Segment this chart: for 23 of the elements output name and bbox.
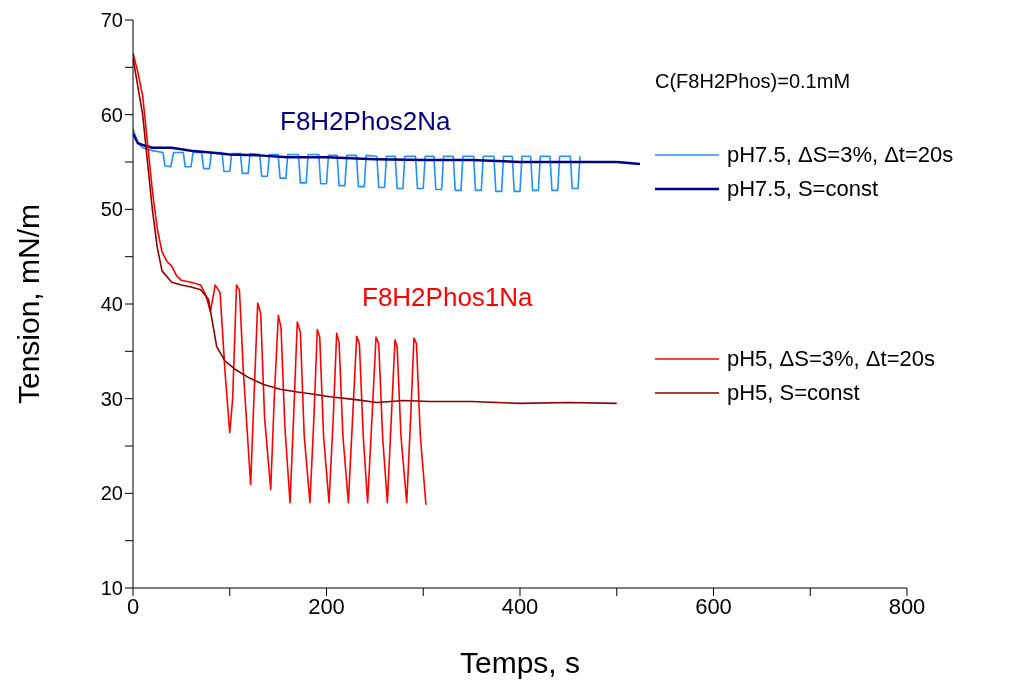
y-axis-title: Tension, mN/m [11,203,45,405]
legend-label: pH7.5, ΔS=3%, Δt=20s [727,142,954,168]
x-tick-label: 200 [308,593,345,619]
y-tick-label: 30 [100,387,123,410]
y-tick-label: 60 [100,103,123,126]
legend-label: pH5, S=const [727,380,860,406]
annotation: F8H2Phos1Na [362,282,533,313]
x-tick-label: 0 [126,593,140,619]
y-tick-label: 40 [100,293,123,316]
x-axis-title: Temps, s [459,646,581,679]
legend-label: pH5, ΔS=3%, Δt=20s [727,346,935,372]
line-series [133,132,642,166]
y-tick-label: 10 [100,577,123,600]
y-tick-label: 70 [100,9,123,32]
annotation: F8H2Phos2Na [280,106,451,137]
legend-label: pH7.5, S=const [727,176,879,202]
annotation: C(F8H2Phos)=0.1mM [655,70,851,93]
x-tick-label: 600 [695,593,732,619]
x-tick-label: 400 [501,593,539,619]
y-tick-label: 50 [100,198,123,221]
y-tick-label: 20 [100,482,123,505]
x-tick-label: 800 [888,593,926,619]
line-series [133,128,581,193]
